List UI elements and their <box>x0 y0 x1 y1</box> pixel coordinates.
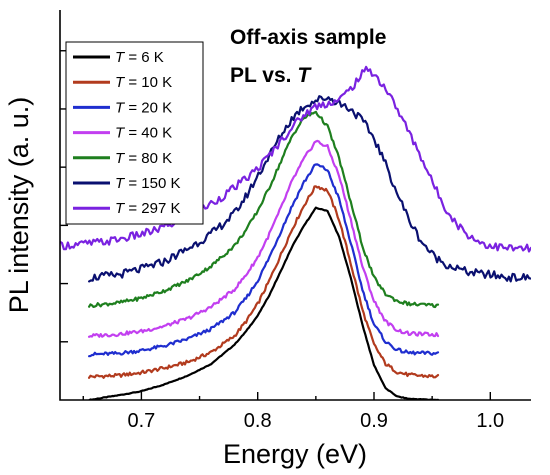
x-tick-label: 0.8 <box>244 410 272 432</box>
legend-label-value: = 80 K <box>124 150 172 167</box>
series-line-1 <box>88 206 440 400</box>
legend-label-variable: T <box>115 175 126 192</box>
annotation-line-2-variable: T <box>297 64 312 87</box>
legend-label-variable: T <box>115 125 126 142</box>
legend-label-value: = 6 K <box>124 49 164 66</box>
legend-label-value: = 40 K <box>124 125 172 142</box>
series-line-2 <box>87 185 440 379</box>
x-ticks: 0.7 0.8 0.9 1.0 <box>82 392 504 432</box>
legend: T = 6 KT = 10 KT = 20 KT = 40 KT = 80 KT… <box>65 41 204 225</box>
annotation: Off-axis sample PL vs. T <box>230 26 386 87</box>
series-line-6 <box>87 95 531 283</box>
legend-label-value: = 150 K <box>124 175 180 192</box>
series-layer <box>60 65 531 400</box>
series-line-4 <box>87 139 440 338</box>
legend-label-value: = 20 K <box>124 99 172 116</box>
annotation-line-1: Off-axis sample <box>230 26 386 49</box>
x-tick-label: 0.9 <box>360 410 388 432</box>
legend-label: T = 297 K <box>115 200 180 217</box>
annotation-line-2: PL vs. T <box>230 64 312 87</box>
legend-label: T = 80 K <box>115 150 172 167</box>
legend-label: T = 10 K <box>115 74 172 91</box>
annotation-line-2-text: PL vs. <box>230 64 297 87</box>
legend-label: T = 150 K <box>115 175 180 192</box>
series-line-5 <box>87 110 440 309</box>
series-line-7 <box>60 65 531 253</box>
legend-label: T = 40 K <box>115 125 172 142</box>
legend-label-value: = 297 K <box>124 200 180 217</box>
x-tick-label: 0.7 <box>128 410 156 432</box>
x-axis-title: Energy (eV) <box>223 439 367 469</box>
x-tick-label: 1.0 <box>476 410 504 432</box>
series-line-3 <box>87 163 440 358</box>
legend-label-variable: T <box>115 150 126 167</box>
legend-label-variable: T <box>115 200 126 217</box>
y-axis-title: PL intensity (a. u.) <box>4 97 34 314</box>
legend-label-variable: T <box>115 74 126 91</box>
legend-label: T = 20 K <box>115 99 172 116</box>
legend-label-variable: T <box>115 99 126 116</box>
legend-label-value: = 10 K <box>124 74 172 91</box>
legend-label: T = 6 K <box>115 49 164 66</box>
legend-label-variable: T <box>115 49 126 66</box>
